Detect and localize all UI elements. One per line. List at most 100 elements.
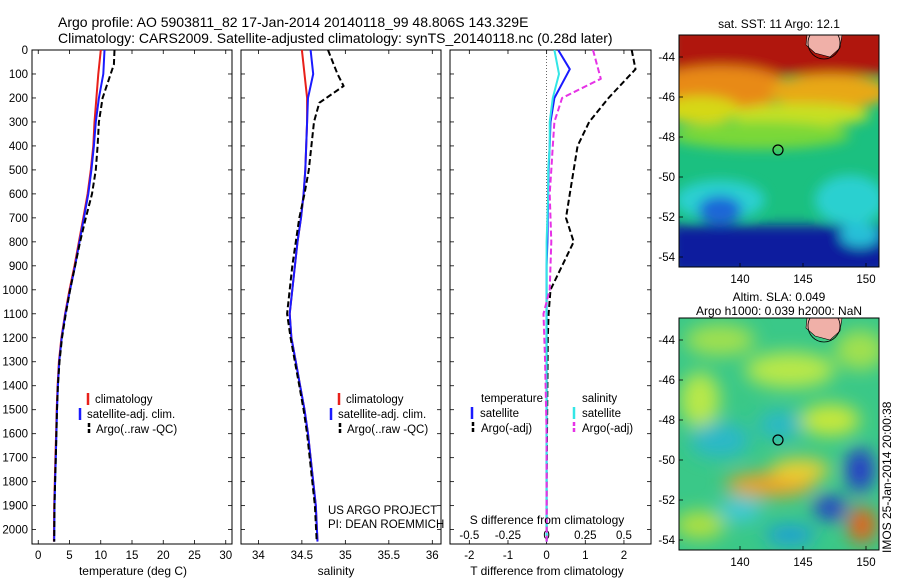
salinity-series [286,49,345,542]
lat-tick-label: -50 [658,455,675,467]
lat-tick-label: -54 [658,535,675,547]
s-diff-argo-line [542,49,602,542]
lat-tick-label: -44 [658,52,675,64]
x-tick-label: 1 [582,550,588,562]
depth-tick-label: 1500 [2,405,28,417]
difference-x-axis: -2 -1 0 1 2-0.5 -0.25 0 0.25 0.5 [459,50,632,562]
x-tick-label: 36 [426,550,439,562]
temperature-argo-line [53,49,116,542]
temperature-climatology-line [52,49,102,542]
x-tick-label: -0.5 [459,530,479,542]
x-tick-label: -0.25 [495,530,521,542]
x-tick-label: 35.5 [378,550,400,562]
lon-tick-label: 145 [793,274,812,286]
difference-xlabel-top: S difference from climatology [470,513,625,527]
lat-tick-label: -46 [658,92,675,104]
sla-map-title1: Altim. SLA: 0.049 [733,290,826,304]
depth-tick-label: 900 [9,261,28,273]
temperature-x-axis: 0 5 10 15 20 25 30 [35,50,232,562]
temperature-panel [31,49,233,545]
legend-label-satellite-t: satellite [480,408,519,420]
depth-axis: 0 100 200 300 400 500 600 700 800 900 1000 1100 1200… [2,45,651,537]
x-tick-label: 0.5 [616,530,632,542]
sst-map-title: sat. SST: 11 Argo: 12.1 [718,17,840,31]
x-tick-label: -2 [464,550,474,562]
x-tick-label: 15 [126,550,139,562]
depth-tick-label: 1000 [2,285,28,297]
project-note: US ARGO PROJECT [328,505,437,517]
depth-tick-label: 200 [9,93,28,105]
lat-tick-label: -46 [658,375,675,387]
difference-panel [449,49,652,545]
difference-series [542,49,637,542]
s-diff-satellite-line [545,49,560,542]
lon-tick-label: 140 [730,557,749,569]
legend-label-climatology: climatology [95,394,153,406]
lon-tick-label: 140 [730,274,749,286]
header-line1: Argo profile: AO 5903811_82 17-Jan-2014 … [58,14,528,30]
depth-tick-label: 1300 [2,357,28,369]
x-tick-label: 20 [157,550,170,562]
depth-tick-label: 2000 [2,525,28,537]
difference-legend: temperature salinity satellite Argo(-adj… [470,393,633,435]
lat-tick-label: -50 [658,172,675,184]
sst-map [679,35,879,267]
map-axes: -44 -46 -48 -50 -52 -54 140 145 150 -44 -46 -48 -50 -… [658,52,875,569]
sla-map [679,318,879,550]
depth-tick-label: 600 [9,189,28,201]
sst-map-frame [678,34,880,268]
pi-note: PI: DEAN ROEMMICH [328,519,444,531]
depth-tick-label: 1900 [2,501,28,513]
depth-tick-label: 500 [9,165,28,177]
x-tick-label: -1 [503,550,513,562]
lat-tick-label: -44 [658,335,675,347]
salinity-legend: climatology satellite-adj. clim. Argo(..… [329,393,428,436]
x-tick-label: 30 [219,550,232,562]
x-tick-label: 0.25 [574,530,596,542]
legend-title-salinity: salinity [582,393,617,405]
salinity-x-axis: 34 34.5 35 35.5 36 [252,50,439,562]
depth-tick-label: 100 [9,69,28,81]
argo-position-marker [772,144,784,156]
header-line2: Climatology: CARS2009. Satellite-adjuste… [58,30,613,46]
legend-label-satellite: satellite-adj. clim. [338,409,426,421]
x-tick-label: 35 [339,550,352,562]
x-tick-label: 34.5 [291,550,313,562]
legend-label-argo-t: Argo(-adj) [481,423,532,435]
x-tick-label: 25 [188,550,201,562]
difference-xlabel: T difference from climatology [470,564,624,578]
lon-tick-label: 150 [856,557,875,569]
depth-tick-label: 400 [9,141,28,153]
lat-tick-label: -48 [658,415,675,427]
legend-label-argo: Argo(..raw -QC) [96,424,177,436]
x-tick-label: 34 [252,550,265,562]
temperature-xlabel: temperature (deg C) [79,564,187,578]
lon-tick-label: 145 [793,557,812,569]
legend-label-argo: Argo(..raw -QC) [347,424,428,436]
depth-tick-label: 1200 [2,333,28,345]
x-tick-label: 10 [94,550,107,562]
t-diff-argo-line [545,49,637,542]
x-tick-label: 2 [621,550,627,562]
salinity-panel [240,49,442,545]
lat-tick-label: -52 [658,495,675,507]
temperature-series [52,49,116,542]
depth-tick-label: 1800 [2,477,28,489]
lat-tick-label: -48 [658,132,675,144]
salinity-xlabel: salinity [318,564,355,578]
lon-tick-label: 150 [856,274,875,286]
legend-label-argo-s: Argo(-adj) [582,423,633,435]
depth-tick-label: 1600 [2,429,28,441]
salinity-argo-line [286,49,345,542]
depth-tick-label: 300 [9,117,28,129]
legend-label-climatology: climatology [346,394,404,406]
sla-map-frame [678,317,880,551]
depth-tick-label: 700 [9,213,28,225]
temperature-satellite-line [53,49,106,542]
depth-tick-label: 800 [9,237,28,249]
x-tick-label: 0 [35,550,41,562]
legend-label-satellite: satellite-adj. clim. [87,409,175,421]
sla-map-title2: Argo h1000: 0.039 h2000: NaN [696,304,862,318]
depth-tick-label: 1100 [3,309,28,321]
